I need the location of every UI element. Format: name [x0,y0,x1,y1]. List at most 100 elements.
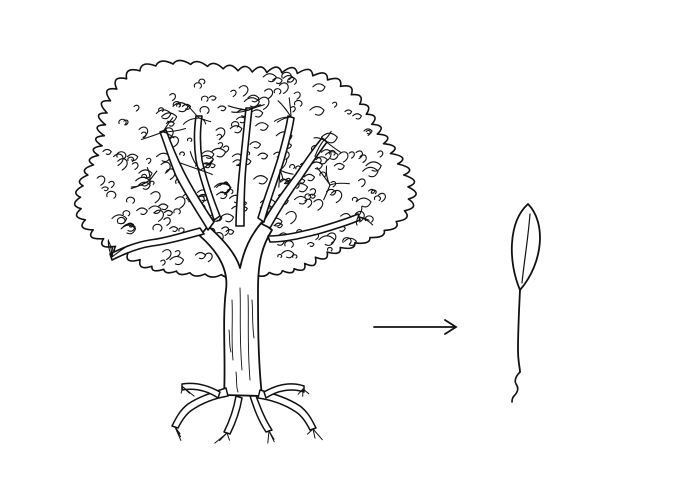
leaf-cluster-mark [377,150,384,158]
twig [140,131,164,141]
leaf-cluster-mark [217,105,227,112]
leaf-cluster-mark [313,198,324,211]
leaf-cluster-mark [253,175,268,185]
root-tendril [302,388,310,395]
leaf-cluster-mark [204,252,213,263]
twig [279,157,288,171]
leaf-cluster-mark [140,131,147,139]
leaf-cluster-mark [294,195,308,205]
leaf-cluster-mark [216,133,223,141]
leaf-cluster-mark [273,88,282,95]
leaf-cluster-mark [199,106,210,114]
twig [276,116,292,123]
leaf-cluster-mark [281,71,292,80]
leaf-cluster-mark [363,128,373,135]
leaf-cluster-mark [149,180,155,185]
twig [162,117,174,133]
leaf-cluster-mark [169,93,177,102]
root-tendril [312,428,316,439]
twig [277,100,292,118]
leaf-cluster-mark [342,237,352,245]
root-tendril [226,432,230,441]
root-tendril [174,426,181,435]
leaf-cluster-mark [293,99,303,107]
leaf-cluster-mark [332,101,338,108]
leaf-cluster-mark [226,188,234,195]
leaf-cluster-mark [108,180,115,189]
twig [313,137,325,141]
leaf-cluster-mark [262,73,277,83]
twig [278,169,281,188]
leaf-cluster-mark [230,121,240,128]
leaf-cluster-mark [223,181,229,186]
leaf-cluster-mark [274,222,283,229]
root-tendril [174,426,182,441]
leaf-cluster-mark [247,94,260,103]
leaf-cluster-mark [133,104,140,112]
leaf-cluster-mark [198,78,206,85]
leaf-cluster-mark [173,208,181,215]
leaf-cluster-mark [373,195,381,202]
tree-branches [109,107,361,261]
leaf-cluster-mark [210,147,227,158]
twig [231,109,250,113]
leaf-cluster-mark [165,120,175,127]
leaf-cluster-mark [324,151,339,160]
twig [107,239,113,258]
leaf-cluster-mark [368,188,376,194]
twig [316,166,331,186]
tree-canopy [73,59,417,279]
leaf-cluster-mark [355,150,364,160]
leaf-cluster-mark [113,153,124,166]
leaf-cluster-mark [258,96,270,110]
twig [323,139,342,153]
leaf-cluster-mark [96,175,106,186]
leaf-cluster-mark [101,186,109,192]
leaf-cluster-mark [169,136,179,148]
root-tendril [312,428,323,441]
tree-twigs [107,97,374,258]
leaf-cluster-mark [193,82,202,89]
leaf-cluster-mark [282,74,295,83]
leaf-cluster-mark [220,213,235,223]
leaf-cluster-mark [344,237,357,246]
leaf-cluster-mark [289,164,296,169]
leaf-cluster-mark [216,191,228,200]
arrow-right-icon [373,319,458,335]
leaf-cluster-mark [306,241,315,247]
leaf-cluster-mark [362,166,379,178]
leaf-cluster-mark [238,85,249,97]
leaf-cluster-mark [208,95,217,101]
twig [288,97,292,118]
leaf-cluster-mark [123,119,129,126]
twig [323,130,332,141]
leaf-cluster-mark [308,193,316,199]
leaf-cluster-mark [359,154,367,164]
leaf-cluster-mark [319,171,327,178]
twig [187,105,200,119]
leaf-cluster-mark [278,82,289,95]
leaf-cluster-mark [338,151,349,163]
twig [130,179,151,188]
leaf-cluster-mark [162,249,172,261]
leaf-cluster-mark [358,178,366,188]
leaf-cluster-mark [352,113,362,120]
twig [162,127,187,133]
seedling-leaf [510,203,541,291]
leaf-cluster-mark [200,95,209,102]
twig [227,105,250,111]
arrow-head [444,319,458,335]
tree-root-tendrils [174,386,323,444]
leaf-cluster-mark [320,132,338,144]
leaf-cluster-mark [169,226,179,233]
leaf-cluster-mark [201,150,215,159]
seedling-icon [510,203,541,403]
leaf-cluster-mark [194,252,207,260]
twig [199,169,213,176]
root-tendril [307,428,314,435]
leaf-cluster-mark [285,210,297,225]
leaf-cluster-mark [351,196,358,202]
leaf-cluster-mark [120,224,137,235]
tree-trunk [199,221,273,397]
